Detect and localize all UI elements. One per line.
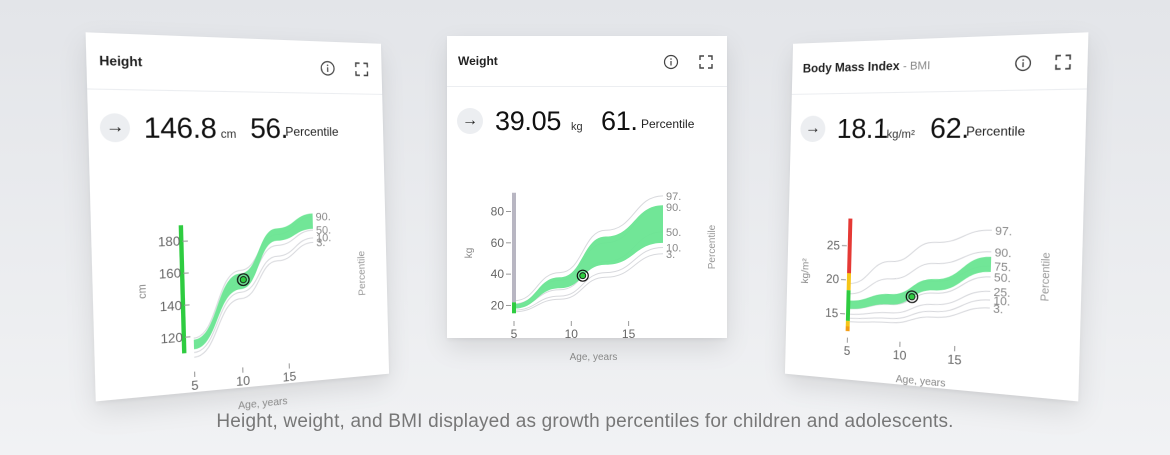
arrow-right-icon[interactable]: → xyxy=(457,108,483,134)
percentile-value: 56. xyxy=(250,113,289,146)
y-tick-label: 25 xyxy=(827,239,840,253)
indicator-segment xyxy=(848,290,849,321)
percentile-label: Percentile xyxy=(285,124,339,139)
data-point xyxy=(580,273,586,279)
percentile-value: 61. xyxy=(601,106,638,137)
x-axis-label: Age, years xyxy=(896,373,946,390)
card-title: Height xyxy=(99,53,142,70)
bmi-card: Body Mass Index - BMI → 18.1 kg/m² 62. P… xyxy=(785,32,1088,401)
value: 18.1 xyxy=(837,113,889,145)
arrow-right-icon[interactable]: → xyxy=(800,116,826,142)
stats-row: → 39.05 kg 61. Percentile xyxy=(457,104,717,140)
x-tick-label: 10 xyxy=(236,373,251,389)
card-header: Height xyxy=(86,32,383,95)
y-tick-label: 20 xyxy=(491,298,505,312)
curve-label: 90. xyxy=(666,202,681,214)
card-title: Weight xyxy=(458,54,498,68)
curve-label: 3. xyxy=(316,237,325,249)
x-tick-label: 15 xyxy=(283,369,297,384)
x-tick-label: 5 xyxy=(511,327,518,341)
weight-chart: 97.90.50.10.3.204060805 10 15kgAge, yearsP… xyxy=(447,146,727,336)
percentile-value: 62. xyxy=(930,112,970,145)
card-title-suffix: - BMI xyxy=(903,60,931,73)
curve-label: 97. xyxy=(995,225,1012,239)
card-header: Weight xyxy=(447,36,727,87)
curve-label: 3. xyxy=(993,302,1003,316)
unit: kg/m² xyxy=(886,128,915,141)
stats-row: → 146.8 cm 56. Percentile xyxy=(99,109,374,149)
x-tick-label: 15 xyxy=(622,327,636,341)
x-tick-label: 10 xyxy=(565,327,579,341)
y-tick-label: 60 xyxy=(491,236,505,250)
card-title-main: Body Mass Index xyxy=(803,58,900,75)
y-tick-label: 160 xyxy=(159,266,182,282)
stats-row: → 18.1 kg/m² 62. Percentile xyxy=(800,109,1075,149)
percentile-axis-label: Percentile xyxy=(707,224,718,269)
percentile-label: Percentile xyxy=(966,124,1025,139)
curve-label: 90. xyxy=(315,211,330,223)
caption: Height, weight, and BMI displayed as gro… xyxy=(0,411,1170,433)
percentile-axis-label: Percentile xyxy=(1039,252,1053,302)
curve-label: 50. xyxy=(994,271,1011,285)
x-axis-label: Age, years xyxy=(238,396,288,412)
unit: cm xyxy=(221,128,237,141)
curve-label: 3. xyxy=(666,249,675,261)
data-point xyxy=(240,276,246,283)
data-point xyxy=(909,293,915,300)
percentile-band xyxy=(848,251,991,318)
info-icon[interactable] xyxy=(320,60,336,77)
height-chart: 90.50.10.3.1201401601805 10 15cmAge, years… xyxy=(89,154,389,401)
info-icon[interactable] xyxy=(663,54,679,70)
unit: kg xyxy=(571,121,583,133)
percentile-axis-label: Percentile xyxy=(357,250,368,296)
y-tick-label: 40 xyxy=(491,267,505,281)
x-axis-label: Age, years xyxy=(570,352,618,363)
y-tick-label: 180 xyxy=(158,234,181,250)
x-tick-label: 15 xyxy=(947,353,962,368)
height-card: Height → 146.8 cm 56. Percentile 90. 50. 1… xyxy=(86,32,389,401)
y-axis-label: kg/m² xyxy=(800,257,811,283)
expand-icon[interactable] xyxy=(698,54,714,70)
value: 146.8 xyxy=(143,111,217,145)
y-tick-label: 120 xyxy=(160,330,183,346)
info-icon[interactable] xyxy=(1014,54,1032,72)
curve-label: 50. xyxy=(666,227,681,239)
x-tick-label: 5 xyxy=(191,378,199,393)
percentile-band xyxy=(191,213,316,349)
card-header: Body Mass Index - BMI xyxy=(792,32,1089,95)
percentile-label: Percentile xyxy=(641,117,694,131)
weight-card: Weight → 39.05 kg 61. Percentile 97. 90. 5… xyxy=(447,36,727,338)
y-axis-label: kg xyxy=(464,248,475,259)
card-title: Body Mass Index - BMI xyxy=(803,57,931,75)
x-tick-label: 5 xyxy=(844,344,851,358)
x-tick-label: 10 xyxy=(893,348,908,363)
value: 39.05 xyxy=(495,106,561,137)
y-tick-label: 140 xyxy=(159,298,182,314)
y-tick-label: 80 xyxy=(491,204,505,218)
y-axis-label: cm xyxy=(137,284,150,299)
bmi-chart: 97.90.75.50.25.10.3.1520255 10 15kg/m²Age,… xyxy=(785,154,1085,401)
indicator-segment xyxy=(849,219,850,274)
expand-icon[interactable] xyxy=(354,61,370,78)
y-tick-label: 15 xyxy=(825,306,838,320)
expand-icon[interactable] xyxy=(1054,53,1073,71)
curve-label: 90. xyxy=(994,246,1011,260)
y-tick-label: 20 xyxy=(826,272,840,286)
arrow-right-icon[interactable]: → xyxy=(100,113,131,142)
percentile-band xyxy=(514,205,663,308)
